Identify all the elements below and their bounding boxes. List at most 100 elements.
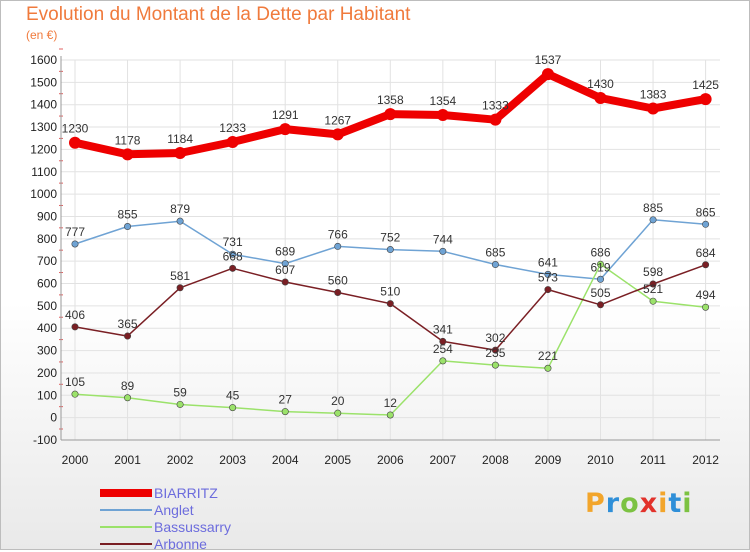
legend-item: Arbonne [100, 535, 231, 552]
legend-swatch [100, 488, 152, 497]
data-label: 59 [173, 385, 187, 399]
legend-label: Arbonne [154, 535, 207, 552]
y-tick-label: 400 [37, 321, 57, 335]
legend-item: Bassussarry [100, 518, 231, 535]
legend-label: Anglet [154, 501, 194, 518]
y-tick-label: 1300 [30, 120, 57, 134]
y-tick-label: 600 [37, 277, 57, 291]
data-point [489, 113, 502, 126]
data-label: 885 [643, 201, 663, 215]
data-point [71, 323, 79, 331]
data-label: 686 [590, 245, 610, 259]
logo-letter: t [668, 488, 683, 519]
data-point [71, 240, 79, 248]
data-point [124, 223, 132, 231]
data-point [334, 242, 342, 250]
y-tick-label: 700 [37, 254, 57, 268]
data-label: 521 [643, 282, 663, 296]
data-label: 731 [223, 235, 243, 249]
data-label: 689 [275, 245, 295, 259]
data-label: 1178 [115, 133, 141, 147]
data-point [124, 394, 132, 402]
y-tick-label: 1500 [30, 75, 57, 89]
data-point [439, 247, 447, 255]
x-tick-label: 2000 [62, 453, 89, 467]
data-label: 1333 [482, 99, 509, 113]
data-label: 573 [538, 271, 558, 285]
x-tick-label: 2008 [482, 453, 509, 467]
y-tick-label: 200 [37, 366, 57, 380]
data-point [281, 408, 289, 416]
data-point [176, 217, 184, 225]
data-label: 855 [118, 208, 138, 222]
data-point [386, 300, 394, 308]
data-point [439, 337, 447, 345]
data-point [544, 270, 552, 278]
legend-label: Bassussarry [154, 518, 232, 535]
x-tick-label: 2002 [167, 453, 194, 467]
data-point [229, 404, 237, 412]
data-label: 752 [380, 231, 400, 245]
logo-letter: o [620, 488, 640, 519]
data-point [596, 260, 604, 268]
data-point [71, 390, 79, 398]
x-tick-label: 2012 [692, 453, 719, 467]
data-label: 668 [223, 249, 243, 263]
x-tick-label: 2006 [377, 453, 404, 467]
data-label: 27 [279, 393, 293, 407]
y-tick-label: 1100 [31, 165, 57, 179]
y-tick-label: 800 [37, 232, 57, 246]
data-point [702, 261, 710, 269]
data-point [647, 102, 660, 115]
data-point [174, 146, 187, 159]
x-tick-label: 2001 [114, 453, 141, 467]
x-tick-label: 2003 [219, 453, 246, 467]
data-point [594, 92, 607, 104]
data-label: 1184 [167, 132, 193, 146]
legend-swatch [100, 542, 152, 545]
data-label: 1430 [587, 77, 614, 91]
x-tick-label: 2007 [429, 453, 456, 467]
logo-letter: P [585, 488, 606, 519]
data-label: 20 [331, 394, 345, 408]
y-tick-label: 900 [37, 209, 57, 223]
data-label: 254 [433, 342, 453, 356]
data-point [334, 288, 342, 296]
data-label: 341 [433, 322, 453, 336]
y-tick-label: 100 [37, 388, 57, 402]
data-point [69, 136, 81, 149]
data-label: 406 [65, 308, 85, 322]
data-point [702, 303, 710, 311]
data-point [124, 332, 132, 340]
data-label: 1537 [535, 53, 562, 67]
legend-label: BIARRITZ [154, 484, 218, 501]
y-tick-label: 1200 [30, 142, 57, 156]
y-tick-label: 1600 [30, 53, 57, 67]
data-point [544, 364, 552, 372]
data-point [334, 409, 342, 417]
data-label: 89 [121, 379, 135, 393]
x-tick-label: 2004 [272, 453, 299, 467]
data-label: 1230 [62, 122, 89, 136]
y-tick-label: 1000 [30, 187, 57, 201]
data-point [699, 93, 712, 106]
data-point [491, 346, 499, 354]
data-label: 1383 [640, 88, 667, 102]
data-label: 505 [590, 286, 610, 300]
data-label: 685 [485, 246, 505, 260]
data-point [649, 297, 657, 305]
data-label: 641 [538, 255, 558, 269]
data-label: 777 [65, 225, 85, 239]
data-label: 302 [485, 331, 505, 345]
logo-letter: i [682, 488, 693, 519]
logo-letter: x [639, 488, 659, 519]
logo-letter: r [605, 488, 621, 519]
data-label: 598 [643, 265, 663, 279]
data-label: 1291 [272, 108, 299, 122]
y-tick-label: 0 [50, 411, 57, 425]
data-point [279, 123, 292, 136]
data-point [541, 68, 554, 81]
data-label: 560 [328, 273, 348, 287]
data-label: 365 [118, 317, 138, 331]
